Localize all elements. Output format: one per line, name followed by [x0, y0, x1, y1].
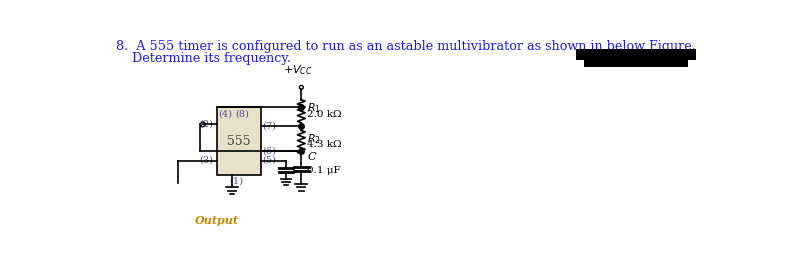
- Text: $R_1$: $R_1$: [308, 101, 321, 115]
- Bar: [576, 49, 696, 60]
- Bar: [584, 60, 687, 66]
- Text: (4): (4): [218, 110, 232, 119]
- Text: 4.3 kΩ: 4.3 kΩ: [308, 140, 342, 149]
- Text: (6): (6): [262, 147, 276, 156]
- Text: (8): (8): [235, 110, 249, 119]
- Text: (2): (2): [200, 120, 213, 129]
- Text: (1): (1): [229, 177, 243, 186]
- Text: 8.  A 555 timer is configured to run as an astable multivibrator as shown in bel: 8. A 555 timer is configured to run as a…: [117, 40, 696, 53]
- Bar: [217, 107, 262, 175]
- Text: C: C: [308, 152, 316, 162]
- Text: Output: Output: [195, 215, 239, 226]
- Text: (5): (5): [262, 156, 276, 165]
- Text: $+V_{CC}$: $+V_{CC}$: [283, 63, 313, 77]
- Text: Determine its frequency.: Determine its frequency.: [117, 52, 291, 65]
- Text: 555: 555: [227, 135, 250, 148]
- Text: 2.0 kΩ: 2.0 kΩ: [308, 110, 342, 119]
- Text: 0.1 μF: 0.1 μF: [308, 166, 341, 175]
- Text: (7): (7): [262, 121, 276, 130]
- Text: (3): (3): [200, 156, 213, 165]
- Text: $R_2$: $R_2$: [308, 132, 321, 146]
